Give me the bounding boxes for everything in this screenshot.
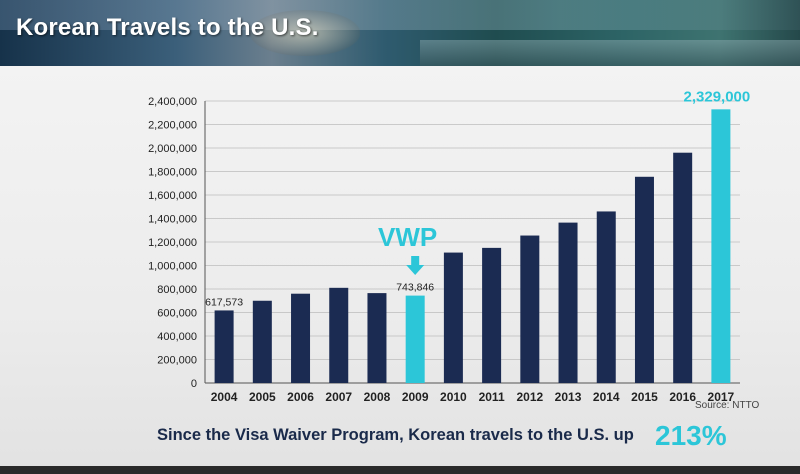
data-label-2009: 743,846 (396, 282, 434, 294)
bar-2010 (443, 252, 463, 383)
bar-2014 (596, 211, 616, 383)
x-tick-label-2006: 2006 (287, 390, 314, 404)
y-tick-label: 1,000,000 (148, 261, 197, 273)
x-tick-label-2016: 2016 (669, 390, 696, 404)
bottom-edge (0, 466, 800, 474)
header-banner: Korean Travels to the U.S. (0, 0, 800, 66)
las-vegas-sign-image (250, 10, 360, 56)
bar-2009 (405, 295, 425, 383)
y-tick-label: 2,200,000 (148, 120, 197, 132)
data-label-2004: 617,573 (205, 296, 243, 308)
content-panel (0, 66, 800, 474)
down-arrow-shaft (411, 256, 420, 265)
footer-statement: Since the Visa Waiver Program, Korean tr… (157, 426, 634, 444)
x-tick-label-2008: 2008 (364, 390, 391, 404)
x-tick-label-2011: 2011 (479, 390, 505, 404)
bar-2015 (634, 176, 654, 383)
y-tick-label: 400,000 (157, 331, 197, 343)
y-tick-label: 1,400,000 (148, 214, 197, 226)
x-tick-label-2007: 2007 (325, 390, 352, 404)
bar-2016 (673, 152, 693, 383)
bar-2006 (291, 293, 311, 383)
y-tick-label: 0 (191, 378, 197, 390)
y-tick-label: 1,800,000 (148, 167, 197, 179)
source-note: Source: NTTO (695, 400, 760, 411)
vwp-annotation-label: VWP (378, 222, 438, 252)
x-tick-label-2009: 2009 (402, 390, 429, 404)
y-tick-label: 2,000,000 (148, 143, 197, 155)
bar-2005 (252, 300, 272, 383)
bar-2011 (482, 247, 502, 383)
bar-2004 (214, 310, 234, 383)
x-tick-label-2014: 2014 (593, 390, 620, 404)
y-tick-label: 2,400,000 (148, 96, 197, 108)
footer-percent: 213% (655, 420, 727, 451)
x-tick-label-2013: 2013 (555, 390, 582, 404)
x-tick-label-2015: 2015 (631, 390, 658, 404)
banner-sky (0, 0, 800, 30)
bar-2008 (367, 293, 387, 383)
x-tick-label-2012: 2012 (516, 390, 543, 404)
bar-2012 (520, 235, 540, 383)
down-arrow-icon (406, 265, 425, 275)
y-tick-label: 800,000 (157, 284, 197, 296)
y-tick-label: 1,600,000 (148, 190, 197, 202)
y-tick-label: 600,000 (157, 308, 197, 320)
x-tick-label-2010: 2010 (440, 390, 467, 404)
bar-2017 (711, 109, 731, 383)
y-tick-label: 1,200,000 (148, 237, 197, 249)
bar-2013 (558, 222, 578, 383)
bar-2007 (329, 287, 349, 383)
data-label-2017: 2,329,000 (684, 88, 751, 105)
banner-water (420, 40, 800, 66)
y-tick-label: 200,000 (157, 355, 197, 367)
x-tick-label-2005: 2005 (249, 390, 276, 404)
x-tick-label-2004: 2004 (211, 390, 238, 404)
x-tick-label-2017: 2017 (708, 390, 735, 404)
slide-title: Korean Travels to the U.S. (16, 14, 319, 41)
